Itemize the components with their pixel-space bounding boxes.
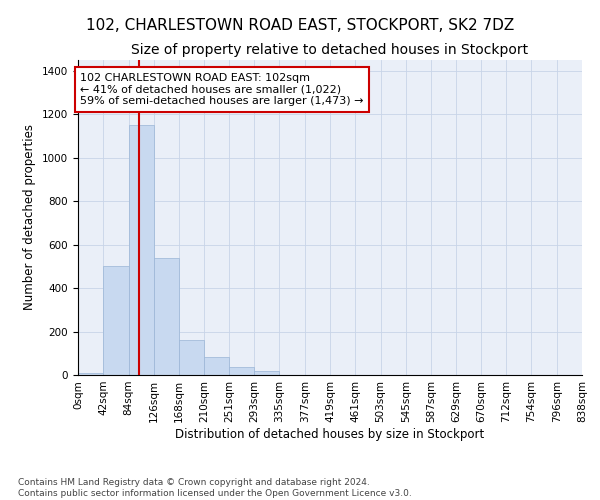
Bar (128, 125, 154, 375)
Bar (254, 370, 280, 375)
Bar (205, 356, 229, 375)
Bar (179, 340, 205, 375)
Title: Size of property relative to detached houses in Stockport: Size of property relative to detached ho… (131, 44, 529, 58)
X-axis label: Distribution of detached houses by size in Stockport: Distribution of detached houses by size … (175, 428, 485, 440)
Text: 102 CHARLESTOWN ROAD EAST: 102sqm
← 41% of detached houses are smaller (1,022)
5: 102 CHARLESTOWN ROAD EAST: 102sqm ← 41% … (80, 73, 364, 106)
Y-axis label: Number of detached properties: Number of detached properties (23, 124, 37, 310)
Text: Contains HM Land Registry data © Crown copyright and database right 2024.
Contai: Contains HM Land Registry data © Crown c… (18, 478, 412, 498)
Bar (229, 368, 254, 375)
Bar (103, 266, 128, 375)
Text: 102, CHARLESTOWN ROAD EAST, STOCKPORT, SK2 7DZ: 102, CHARLESTOWN ROAD EAST, STOCKPORT, S… (86, 18, 514, 32)
Bar (154, 258, 179, 375)
Bar (78, 373, 103, 375)
